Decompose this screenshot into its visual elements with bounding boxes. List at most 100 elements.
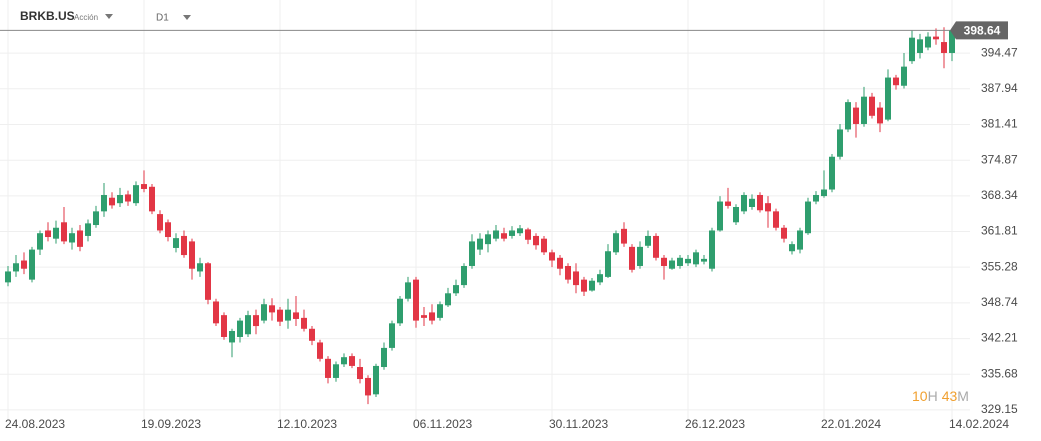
candle-body <box>605 251 611 277</box>
candle-body <box>141 184 147 189</box>
x-tick-label: 06.11.2023 <box>413 417 472 431</box>
candle-body <box>845 102 851 130</box>
candle-body <box>197 263 203 272</box>
candle-body <box>229 330 235 343</box>
x-tick-label: 22.01.2024 <box>821 417 881 431</box>
candle-body <box>429 312 435 321</box>
countdown: 10H 43M <box>912 388 969 404</box>
symbol[interactable]: BRKB.US <box>20 9 75 23</box>
candle-body <box>61 222 67 242</box>
candle-body <box>373 365 379 395</box>
candle-body <box>213 301 219 324</box>
timeframe[interactable]: D1 <box>156 13 169 24</box>
candle-body <box>685 258 691 264</box>
asset-type: Acción <box>74 13 98 22</box>
candles <box>5 27 955 405</box>
last-price-tag <box>950 21 1008 40</box>
timeframe-dropdown[interactable] <box>183 15 191 20</box>
candle-body <box>69 233 75 243</box>
candle-body <box>757 194 763 211</box>
x-tick-label: 12.10.2023 <box>277 417 337 431</box>
candle-body <box>173 238 179 248</box>
candle-body <box>549 252 555 261</box>
grid <box>0 0 970 420</box>
candle-body <box>765 203 771 212</box>
candle-body <box>237 320 243 337</box>
candle-body <box>901 66 907 86</box>
countdown-hours: 10 <box>912 388 928 404</box>
candle-body <box>341 357 347 365</box>
candle-body <box>789 244 795 252</box>
candle-body <box>821 189 827 197</box>
candle-body <box>677 257 683 266</box>
candle-body <box>837 129 843 157</box>
x-tick-label: 30.11.2023 <box>549 417 608 431</box>
candle-body <box>501 233 507 239</box>
candle-body <box>613 233 619 253</box>
candle-body <box>325 358 331 378</box>
y-tick-label: 387.94 <box>981 81 1018 95</box>
y-tick-label: 348.74 <box>981 295 1018 309</box>
candle-body <box>701 258 707 262</box>
candle-body <box>13 263 19 272</box>
candle-body <box>493 230 499 239</box>
y-tick-label: 368.34 <box>981 188 1018 202</box>
candle-body <box>349 356 355 366</box>
candle-body <box>509 230 515 236</box>
y-tick-label: 381.41 <box>981 117 1018 131</box>
candle-body <box>565 265 571 280</box>
candle-body <box>309 328 315 341</box>
candle-body <box>733 206 739 223</box>
candle-body <box>741 194 747 212</box>
candle-body <box>797 230 803 250</box>
candle-body <box>877 107 883 124</box>
y-tick-label: 374.87 <box>981 152 1018 166</box>
y-tick-label: 335.68 <box>981 366 1018 380</box>
candle-body <box>85 223 91 236</box>
candle-body <box>301 317 307 329</box>
candle-body <box>205 263 211 300</box>
candle-body <box>781 227 787 239</box>
candle-body <box>293 312 299 319</box>
candle-body <box>749 198 755 207</box>
candle-body <box>269 305 275 313</box>
candle-body <box>389 323 395 348</box>
candle-body <box>381 347 387 368</box>
candle-body <box>245 315 251 335</box>
candle-body <box>357 367 363 380</box>
candle-body <box>125 194 131 202</box>
symbol-dropdown[interactable] <box>105 14 113 19</box>
x-tick-label: 14.02.2024 <box>949 417 1009 431</box>
candle-body <box>589 280 595 291</box>
candle-body <box>629 246 635 270</box>
candle-body <box>917 39 923 53</box>
y-tick-label: 342.21 <box>981 331 1018 345</box>
countdown-m: M <box>957 388 969 404</box>
candle-body <box>189 241 195 269</box>
candle-body <box>517 228 523 234</box>
candle-body <box>813 194 819 202</box>
candle-body <box>29 249 35 280</box>
candle-body <box>541 238 547 253</box>
candle-body <box>21 260 27 269</box>
candle-body <box>573 271 579 286</box>
candle-body <box>413 279 419 321</box>
candle-body <box>93 211 99 226</box>
candle-body <box>157 214 163 231</box>
candle-body <box>773 211 779 228</box>
candle-body <box>621 228 627 244</box>
candle-body <box>485 234 491 245</box>
candle-body <box>949 30 955 53</box>
candle-body <box>397 298 403 324</box>
candle-body <box>149 186 155 212</box>
candle-body <box>717 201 723 231</box>
candle-body <box>925 36 931 48</box>
candle-body <box>117 194 123 204</box>
candle-body <box>109 197 115 206</box>
x-tick-label: 24.08.2023 <box>5 417 65 431</box>
candle-body <box>661 257 667 266</box>
candle-body <box>53 227 59 239</box>
candle-body <box>581 279 587 292</box>
